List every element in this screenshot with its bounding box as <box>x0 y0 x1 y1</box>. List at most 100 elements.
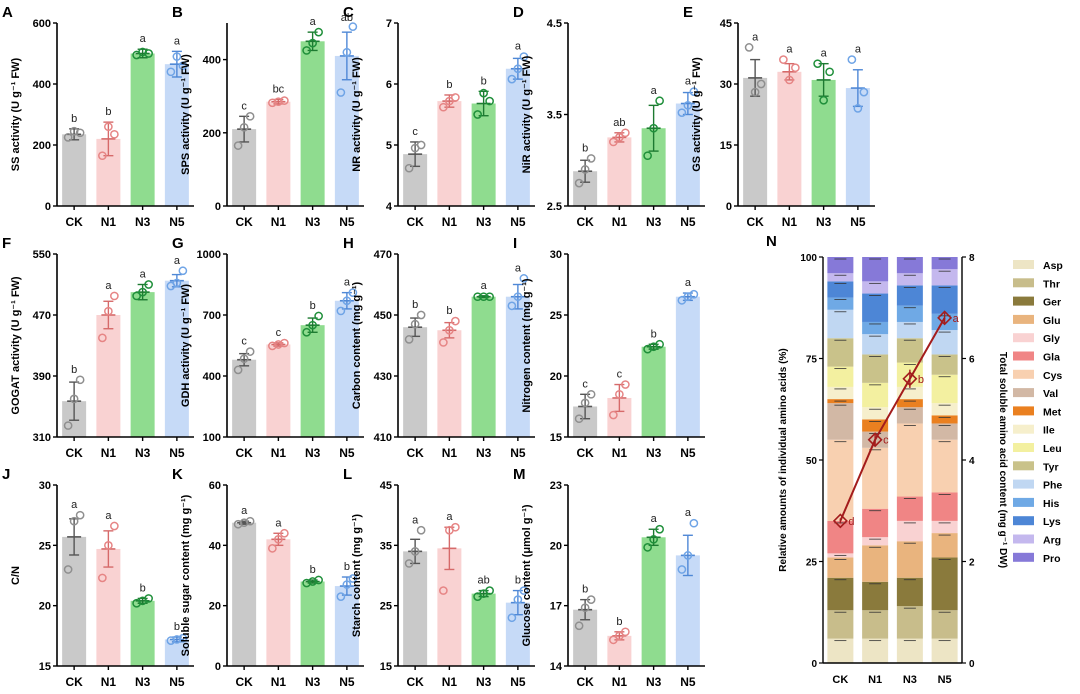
significance-letter: b <box>174 621 180 633</box>
data-point <box>172 278 182 288</box>
data-point <box>308 577 317 586</box>
data-point <box>416 310 426 320</box>
legend-label: Pro <box>1043 553 1061 565</box>
stack-segment <box>931 492 958 521</box>
data-point <box>69 394 79 404</box>
y-axis-label: Carbon content (mg g⁻¹) <box>351 281 363 409</box>
data-point <box>473 110 482 119</box>
bar <box>300 581 325 666</box>
data-point <box>75 510 85 520</box>
x-tick-label: CK <box>832 674 848 686</box>
y-tick-label: 600 <box>33 18 51 30</box>
panel-L: L Starch content (mg g⁻¹) a CK a N1 ab N3 b N5 15 2… <box>343 466 535 689</box>
bar <box>266 539 291 666</box>
legend-label: Leu <box>1043 443 1062 455</box>
significance-letter: b <box>310 300 316 312</box>
data-point <box>239 518 249 528</box>
stack-segment <box>896 606 923 639</box>
y-tick-label: 17 <box>550 601 562 613</box>
legend-swatch <box>1013 351 1034 361</box>
data-point <box>586 595 596 604</box>
data-point <box>445 325 454 335</box>
y-tick-label: 45 <box>720 18 732 30</box>
data-point <box>813 59 822 69</box>
x-tick-label: N3 <box>305 675 321 689</box>
significance-letter: a <box>685 76 692 88</box>
x-tick-label: CK <box>406 446 424 460</box>
x-tick-label: N1 <box>442 446 458 460</box>
x-tick-label: N3 <box>476 446 492 460</box>
stack-segment <box>862 382 889 408</box>
data-point <box>513 64 523 74</box>
significance-letter: a <box>752 31 759 43</box>
x-tick-label: N1 <box>101 215 117 229</box>
x-tick-label: N1 <box>612 215 628 229</box>
bar <box>232 359 257 437</box>
y-tick-label: 75 <box>806 355 818 366</box>
data-point <box>819 95 828 105</box>
significance-letter: ab <box>341 12 353 24</box>
data-point <box>75 375 85 385</box>
data-point <box>98 151 107 161</box>
line-marker <box>937 310 953 326</box>
data-point <box>479 88 488 98</box>
significance-letter: b <box>481 75 487 87</box>
stack-segment <box>931 415 958 424</box>
data-point <box>342 580 352 589</box>
y-tick-label: 310 <box>33 432 51 444</box>
panel-label: J <box>2 466 10 483</box>
bar <box>62 134 87 206</box>
stack-segment <box>931 285 958 314</box>
x-tick-label: N5 <box>510 446 526 460</box>
panel-label: I <box>513 235 517 252</box>
significance-letter: a <box>481 280 488 292</box>
bar <box>845 88 870 206</box>
data-point <box>245 516 255 526</box>
significance-letter: a <box>105 510 112 522</box>
y-tick-label: 50 <box>806 456 818 467</box>
data-point <box>621 380 630 389</box>
x-tick-label: N5 <box>339 675 355 689</box>
stack-segment <box>862 334 889 355</box>
significance-letter: b <box>651 328 657 340</box>
y-tick-label: 3.5 <box>547 110 562 122</box>
stack-segment <box>931 638 958 663</box>
stack-segment <box>862 508 889 538</box>
data-point <box>233 365 243 375</box>
y-tick-label: 20 <box>209 601 221 613</box>
stack-segment <box>827 577 854 611</box>
data-point <box>63 133 73 142</box>
legend-swatch <box>1013 534 1034 544</box>
data-point <box>574 621 584 631</box>
stack-segment <box>862 321 889 335</box>
data-point <box>104 306 113 316</box>
y2-tick-label: 4 <box>969 456 975 467</box>
bar <box>505 68 530 206</box>
data-point <box>233 141 243 150</box>
data-point <box>144 594 153 603</box>
legend-label: Arg <box>1043 535 1061 547</box>
bar <box>743 77 768 207</box>
x-tick-label: N1 <box>101 675 117 689</box>
data-point <box>69 126 79 136</box>
data-point <box>643 542 652 552</box>
x-tick-label: CK <box>235 215 253 229</box>
x-tick-label: N3 <box>646 215 662 229</box>
y-tick-label: 7 <box>386 18 392 30</box>
y2-tick-label: 6 <box>969 355 975 366</box>
data-point <box>473 292 482 302</box>
legend-swatch <box>1013 278 1034 288</box>
line-letter: a <box>953 313 960 325</box>
bar <box>641 537 666 666</box>
x-tick-label: N5 <box>680 675 696 689</box>
data-point <box>689 87 699 96</box>
stack-segment <box>931 354 958 375</box>
y-tick-label: 15 <box>720 140 732 152</box>
data-point <box>655 96 664 106</box>
significance-letter: a <box>344 277 351 289</box>
stack-segment <box>827 610 854 639</box>
y-tick-label: 15 <box>550 432 562 444</box>
significance-letter: a <box>651 85 658 97</box>
bar <box>96 315 121 437</box>
panel-label: D <box>513 4 524 21</box>
